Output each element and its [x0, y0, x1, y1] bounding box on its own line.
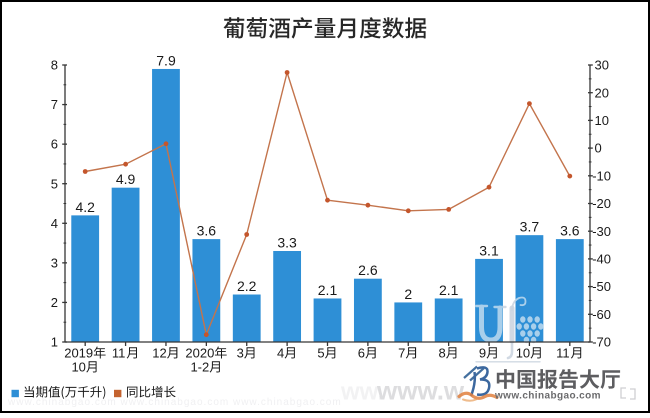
svg-text:2.1: 2.1 — [439, 282, 459, 298]
svg-text:www.w: www.w — [376, 376, 465, 406]
svg-text:1-2: 1-2 — [190, 360, 209, 375]
svg-text:10: 10 — [71, 360, 85, 375]
svg-text:3: 3 — [237, 346, 244, 361]
svg-text:8: 8 — [439, 346, 446, 361]
svg-text:11: 11 — [112, 346, 126, 361]
svg-text:10: 10 — [595, 113, 609, 128]
svg-text:-70: -70 — [592, 335, 611, 350]
svg-text:4.2: 4.2 — [75, 199, 95, 215]
svg-text:2.2: 2.2 — [237, 278, 257, 294]
svg-text:3.1: 3.1 — [479, 242, 499, 258]
svg-text:8: 8 — [51, 58, 58, 73]
svg-text:5: 5 — [51, 176, 58, 191]
svg-text:4: 4 — [51, 216, 58, 231]
svg-text:2: 2 — [51, 295, 58, 310]
svg-text:6: 6 — [51, 137, 58, 152]
svg-text:2019: 2019 — [64, 346, 93, 361]
svg-text:www.chinabgao.com: www.chinabgao.com — [494, 391, 601, 402]
svg-text:20: 20 — [595, 85, 609, 100]
svg-text:9: 9 — [479, 346, 486, 361]
svg-text:-30: -30 — [592, 224, 611, 239]
svg-text:2.1: 2.1 — [318, 282, 338, 298]
svg-text:7: 7 — [398, 346, 405, 361]
svg-text:1: 1 — [51, 335, 58, 350]
svg-text:3.6: 3.6 — [197, 223, 217, 239]
svg-text:3.6: 3.6 — [560, 223, 580, 239]
svg-text:-60: -60 — [592, 307, 611, 322]
svg-text:2.6: 2.6 — [358, 262, 378, 278]
svg-text:www.chinabgao.com www.chinab: www.chinabgao.com www.chinabgao.com www.… — [7, 397, 342, 408]
svg-text:3.7: 3.7 — [520, 219, 540, 235]
svg-text:7.9: 7.9 — [156, 53, 176, 69]
svg-text:30: 30 — [595, 58, 609, 73]
svg-text:2020: 2020 — [185, 346, 214, 361]
svg-text:10: 10 — [516, 346, 530, 361]
svg-text:2: 2 — [404, 286, 412, 302]
svg-text:12: 12 — [152, 346, 166, 361]
svg-text:-40: -40 — [592, 252, 611, 267]
svg-text:-20: -20 — [592, 196, 611, 211]
svg-text:11: 11 — [556, 346, 570, 361]
svg-text:4: 4 — [277, 346, 284, 361]
svg-text:0: 0 — [595, 141, 602, 156]
svg-text:4.9: 4.9 — [116, 171, 136, 187]
svg-text:ww.: ww. — [340, 379, 384, 406]
svg-text:3.3: 3.3 — [277, 235, 297, 251]
svg-text:7: 7 — [51, 97, 58, 112]
svg-text:3: 3 — [51, 255, 58, 270]
svg-text:-50: -50 — [592, 279, 611, 294]
svg-text:5: 5 — [317, 346, 324, 361]
svg-text:6: 6 — [358, 346, 365, 361]
svg-text:-10: -10 — [592, 168, 611, 183]
